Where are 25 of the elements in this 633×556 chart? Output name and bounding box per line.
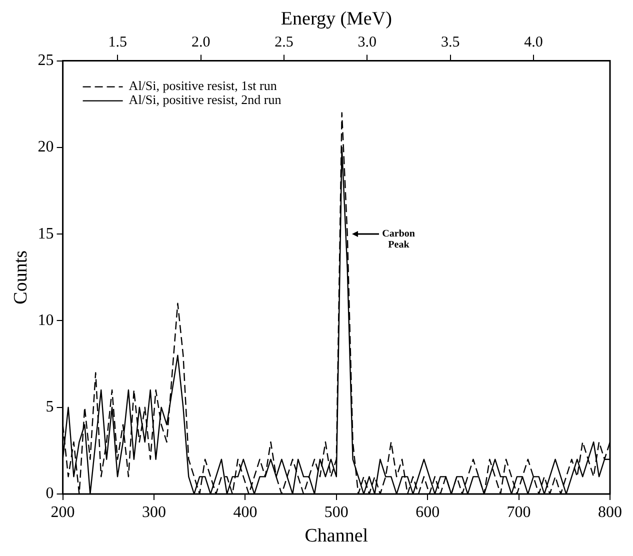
x2-tick-label: 3.0	[358, 34, 377, 51]
x-tick-label: 400	[233, 504, 258, 521]
x2-tick-label: 2.0	[191, 34, 210, 51]
legend-label: Al/Si, positive resist, 1st run	[128, 78, 278, 94]
y-tick-label: 25	[38, 52, 54, 70]
y-tick-label: 0	[46, 485, 54, 502]
y-tick-label: 10	[38, 312, 54, 329]
x-tick-label: 500	[324, 504, 348, 521]
x2-axis-title: Energy (MeV)	[280, 8, 392, 30]
legend-label: Al/Si, positive resist, 2nd run	[128, 92, 282, 108]
x-tick-label: 200	[50, 504, 75, 521]
x-tick-label: 600	[416, 504, 440, 521]
annotation: Carbon Peak	[382, 228, 416, 251]
y-tick-label: 15	[38, 225, 54, 242]
y-axis-title: Counts	[10, 250, 32, 304]
y-tick-label: 20	[38, 138, 54, 156]
y-tick-label: 5	[46, 398, 54, 416]
x2-tick-label: 4.0	[524, 34, 543, 51]
x-tick-label: 300	[142, 504, 166, 521]
x2-tick-label: 1.5	[108, 34, 128, 51]
x2-tick-label: 2.5	[274, 34, 294, 51]
x-tick-label: 700	[506, 504, 531, 521]
x2-tick-label: 3.5	[440, 34, 460, 51]
x-tick-label: 800	[598, 504, 622, 521]
x-axis-title: Channel	[304, 526, 368, 547]
